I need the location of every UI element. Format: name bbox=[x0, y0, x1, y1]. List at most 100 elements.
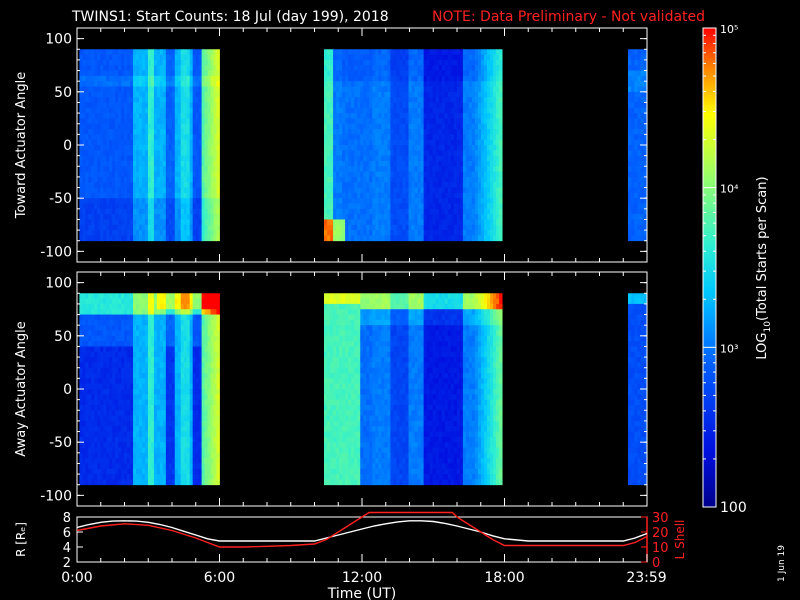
heatmap-cell bbox=[453, 49, 458, 55]
heatmap-cell bbox=[468, 107, 473, 114]
heatmap-cell bbox=[180, 91, 185, 98]
heatmap-cell bbox=[456, 224, 461, 231]
heatmap-cell bbox=[97, 123, 101, 130]
heatmap-cell bbox=[351, 224, 355, 231]
heatmap-cell bbox=[631, 139, 635, 146]
heatmap-cell bbox=[115, 155, 119, 162]
heatmap-cell bbox=[414, 107, 418, 114]
heatmap-cell bbox=[366, 192, 370, 199]
heatmap-cell bbox=[474, 107, 479, 114]
heatmap-cell bbox=[97, 70, 101, 77]
heatmap-cell bbox=[447, 118, 452, 125]
heatmap-cell bbox=[109, 325, 113, 331]
heatmap-cell bbox=[100, 474, 104, 480]
heatmap-cell bbox=[499, 230, 503, 236]
heatmap-cell bbox=[183, 81, 188, 87]
heatmap-cell bbox=[207, 214, 211, 220]
heatmap-cell bbox=[133, 389, 137, 395]
heatmap-cell bbox=[195, 129, 200, 135]
heatmap-cell bbox=[88, 346, 92, 353]
heatmap-cell bbox=[127, 150, 131, 157]
heatmap-cell bbox=[150, 129, 155, 135]
heatmap-cell bbox=[106, 107, 110, 114]
heatmap-cell bbox=[447, 166, 452, 172]
heatmap-cell bbox=[82, 192, 86, 199]
heatmap-cell bbox=[115, 431, 119, 438]
heatmap-cell bbox=[477, 166, 482, 172]
heatmap-cell bbox=[387, 70, 391, 77]
heatmap-cell bbox=[88, 458, 92, 464]
heatmap-cell bbox=[363, 145, 367, 151]
heatmap-cell bbox=[141, 431, 146, 438]
heatmap-cell bbox=[159, 182, 164, 188]
heatmap-cell bbox=[348, 123, 352, 130]
heatmap-cell bbox=[465, 166, 470, 172]
heatmap-cell bbox=[91, 319, 95, 326]
heatmap-cell bbox=[165, 208, 170, 215]
heatmap-cell bbox=[136, 70, 140, 77]
heatmap-cell bbox=[393, 134, 397, 141]
heatmap-cell bbox=[357, 70, 361, 77]
heatmap-cell bbox=[438, 129, 443, 135]
heatmap-cell bbox=[462, 118, 467, 125]
heatmap-cell bbox=[79, 145, 83, 151]
heatmap-cell bbox=[180, 75, 185, 82]
heatmap-cell bbox=[88, 70, 92, 77]
heatmap-cell bbox=[390, 65, 394, 71]
heatmap-cell bbox=[339, 187, 343, 194]
heatmap-cell bbox=[423, 171, 428, 178]
heatmap-cell bbox=[186, 166, 191, 172]
heatmap-cell bbox=[634, 166, 638, 172]
heatmap-cell bbox=[94, 214, 98, 220]
heatmap-cell bbox=[327, 123, 331, 130]
heatmap-cell bbox=[348, 224, 352, 231]
heatmap-cell bbox=[213, 107, 217, 114]
heatmap-cell bbox=[327, 187, 331, 194]
heatmap-cell bbox=[109, 410, 113, 416]
heatmap-cell bbox=[106, 319, 110, 326]
heatmap-cell bbox=[192, 91, 197, 98]
heatmap-cell bbox=[198, 176, 203, 183]
heatmap-cell bbox=[118, 362, 122, 369]
heatmap-cell bbox=[103, 362, 107, 369]
heatmap-cell bbox=[628, 150, 632, 157]
heatmap-cell bbox=[357, 97, 361, 103]
heatmap-cell bbox=[402, 182, 406, 188]
heatmap-cell bbox=[487, 102, 491, 109]
heatmap-cell bbox=[112, 187, 116, 194]
heatmap-cell bbox=[429, 224, 434, 231]
heatmap-cell bbox=[643, 59, 648, 66]
heatmap-cell bbox=[357, 54, 361, 61]
heatmap-cell bbox=[429, 187, 434, 194]
heatmap-cell bbox=[459, 91, 464, 98]
heatmap-cell bbox=[165, 65, 170, 71]
heatmap-cell bbox=[336, 113, 340, 119]
heatmap-cell bbox=[390, 113, 394, 119]
heatmap-cell bbox=[195, 208, 200, 215]
heatmap-cell bbox=[127, 118, 131, 125]
heatmap-cell bbox=[91, 383, 95, 390]
heatmap-cell bbox=[345, 176, 349, 183]
heatmap-cell bbox=[637, 235, 642, 242]
heatmap-cell bbox=[408, 123, 412, 130]
heatmap-cell bbox=[100, 145, 104, 151]
heatmap-cell bbox=[396, 187, 400, 194]
heatmap-cell bbox=[339, 139, 343, 146]
heatmap-cell bbox=[637, 123, 642, 130]
heatmap-cell bbox=[420, 219, 425, 226]
heatmap-cell bbox=[115, 54, 119, 61]
heatmap-cell bbox=[372, 102, 376, 109]
heatmap-cell bbox=[432, 224, 437, 231]
heatmap-cell bbox=[115, 399, 119, 406]
heatmap-cell bbox=[631, 182, 635, 188]
heatmap-cell bbox=[79, 431, 83, 438]
heatmap-cell bbox=[643, 187, 648, 194]
heatmap-cell bbox=[207, 81, 211, 87]
heatmap-cell bbox=[640, 113, 645, 119]
heatmap-cell bbox=[150, 235, 155, 242]
heatmap-cell bbox=[462, 86, 467, 93]
heatmap-cell bbox=[112, 230, 116, 236]
heatmap-cell bbox=[453, 70, 458, 77]
heatmap-cell bbox=[177, 86, 182, 93]
heatmap-cell bbox=[112, 325, 116, 331]
